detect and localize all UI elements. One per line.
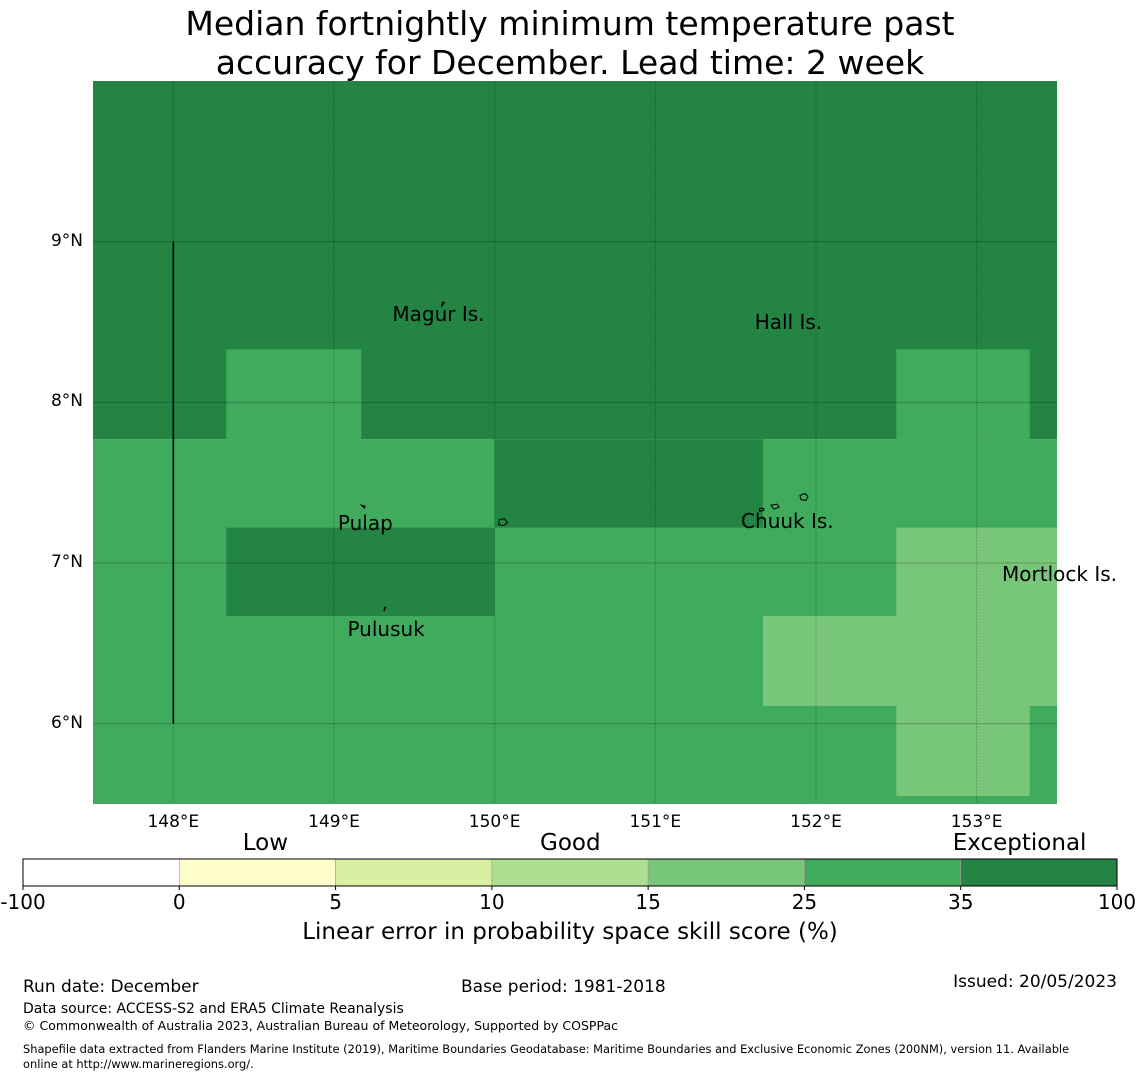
island-outline [799, 492, 809, 502]
lon-tick-label: 153°E [950, 812, 1003, 832]
colorbar-bin-exceptional [960, 858, 1118, 887]
island-outline [770, 503, 780, 510]
skill-cell-good_high [896, 349, 1030, 440]
colorbar-tick-label: 15 [635, 890, 661, 914]
colorbar-bin-low [178, 858, 336, 887]
lat-tick-label: 8°N [50, 391, 83, 412]
colorbar-frame [22, 858, 1118, 887]
colorbar-tick-label: 35 [947, 890, 974, 914]
shapefile-credit-line-2: online at http://www.marineregions.org/. [23, 1057, 254, 1071]
lon-tick-label: 150°E [468, 812, 521, 832]
island-outline [497, 518, 509, 527]
place-label: Mortlock Is. [1002, 562, 1118, 587]
colorbar-category-label: Exceptional [952, 830, 1087, 856]
data-source: Data source: ACCESS-S2 and ERA5 Climate … [23, 1001, 404, 1017]
colorbar-tick-label: 100 [1097, 890, 1137, 914]
shapefile-credit-line-1: Shapefile data extracted from Flanders M… [23, 1042, 1070, 1056]
skill-cell-exceptional [226, 527, 495, 617]
issued-date: Issued: 20/05/2023 [953, 972, 1117, 992]
colorbar-tick-label: 0 [172, 890, 186, 914]
skill-cell-good_high [226, 349, 362, 440]
colorbar-tick-label: -100 [0, 890, 46, 914]
lat-tick-label: 7°N [50, 552, 83, 572]
island-outline [440, 301, 446, 308]
place-label: Pulusuk [347, 616, 425, 641]
title-line-2: accuracy for December. Lead time: 2 week [215, 43, 925, 82]
skill-cell-good_mid [896, 527, 1057, 706]
lat-tick-label: 6°N [50, 712, 83, 733]
lat-tick-label: 9°N [50, 230, 83, 251]
colorbar-tick-label: 5 [329, 890, 342, 914]
colorbar-tick-label: 25 [791, 890, 818, 914]
island-outline [759, 507, 765, 513]
lon-tick-label: 148°E [147, 812, 200, 832]
skill-cell-exceptional [494, 439, 763, 528]
lon-tick-label: 152°E [790, 812, 842, 832]
place-label: Chuuk Is. [741, 509, 834, 534]
skill-cell-good_mid [896, 705, 1030, 796]
colorbar-bin-none [22, 858, 180, 887]
colorbar-bin-good_low [491, 858, 649, 887]
colorbar-bin-fair [335, 858, 493, 887]
place-label: Hall Is. [754, 310, 823, 334]
skill-cell-good_mid [762, 616, 897, 706]
place-label: Magur Is. [392, 301, 485, 326]
colorbar-bin-good_mid [647, 858, 805, 887]
island-outline [359, 504, 367, 510]
title-line-1: Median fortnightly minimum temperature p… [185, 4, 955, 43]
colorbar-category-label: Good [540, 830, 601, 856]
lon-tick-label: 149°E [308, 812, 360, 832]
place-label: Pulap [337, 510, 393, 535]
lon-tick-label: 151°E [629, 812, 682, 832]
colorbar-bin-good_high [804, 858, 962, 887]
colorbar-tick-label: 10 [479, 890, 505, 914]
chart-title: Median fortnightly minimum temperature p… [0, 4, 1140, 82]
run-date: Run date: December [23, 977, 199, 997]
copyright: © Commonwealth of Australia 2023, Austra… [23, 1018, 618, 1033]
base-period: Base period: 1981-2018 [461, 977, 666, 997]
colorbar-label: Linear error in probability space skill … [302, 919, 838, 945]
colorbar-category-label: Low [242, 830, 289, 856]
island-outline [383, 606, 387, 612]
